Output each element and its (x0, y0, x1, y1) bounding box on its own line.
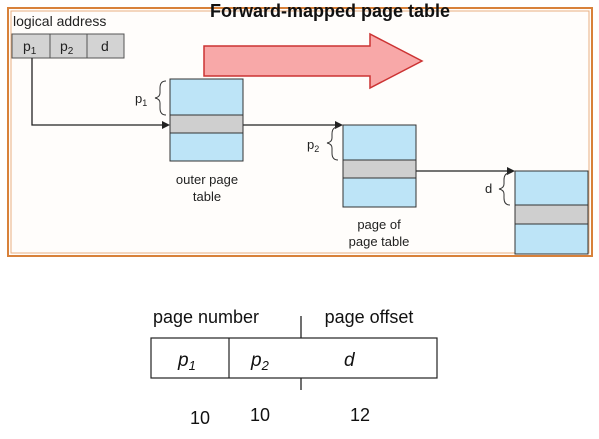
physical-page-frame (514, 170, 589, 255)
page-of-page-table (342, 124, 417, 208)
format-box (150, 337, 438, 379)
format-bits-p1: 10 (190, 408, 210, 428)
connector-p1-arrow (31, 58, 170, 129)
page-table-index: p2 (307, 137, 319, 154)
format-field-p2: p2 (250, 350, 270, 373)
logical-address-fields: p1 p2 d (11, 33, 125, 59)
format-header-page-offset: page offset (325, 307, 414, 327)
format-field-p1: p1 (177, 350, 196, 373)
page-table-brace (326, 126, 339, 161)
outer-table-index: p1 (135, 91, 147, 108)
outer-page-table (169, 78, 244, 162)
outer-page-table-entry (169, 114, 244, 134)
logical-field-d-box (86, 33, 125, 59)
format-bits-d: 12 (350, 405, 370, 425)
physical-page-frame-entry (514, 204, 589, 225)
logical-field-p1: p1 (23, 38, 37, 57)
diagram-title: Forward-mapped page table (210, 1, 450, 21)
logical-field-d: d (101, 38, 109, 54)
page-of-page-table-entry (342, 159, 417, 179)
page-table-caption-line2: page table (349, 234, 410, 249)
format-bits-p2: 10 (250, 405, 270, 425)
logical-field-p2: p2 (60, 38, 74, 57)
diagram-frame-inner (10, 10, 590, 254)
outer-table-caption-line2: table (193, 189, 221, 204)
direction-arrow (203, 32, 424, 90)
outer-table-brace (154, 80, 167, 116)
page-table-caption-line1: page of (357, 217, 401, 232)
logical-field-p1-box (11, 33, 51, 59)
logical-address-label: logical address (13, 13, 106, 29)
frame-brace (498, 172, 511, 206)
format-header-page-number: page number (153, 307, 259, 327)
outer-table-caption-line1: outer page (176, 172, 238, 187)
frame-offset-label: d (485, 181, 492, 196)
format-field-d: d (344, 350, 356, 371)
